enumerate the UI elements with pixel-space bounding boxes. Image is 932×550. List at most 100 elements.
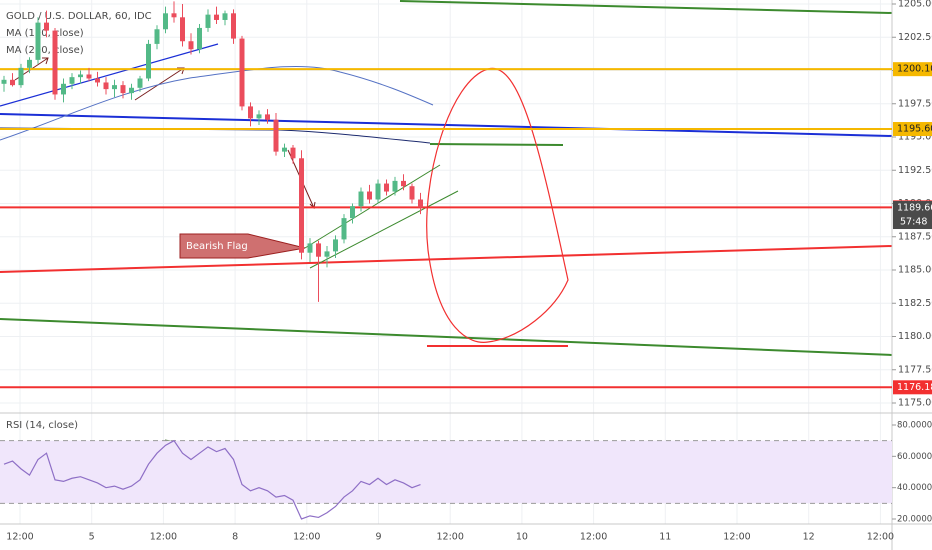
trend-line (0, 245, 893, 273)
candle-body (290, 147, 296, 159)
y-tick-label: 1182.50 (898, 298, 932, 309)
y-tick-label: 1205.00 (898, 0, 932, 10)
y-tick-label: 1185.00 (898, 265, 932, 276)
trend-line (0, 43, 219, 107)
rsi-tick-label: 60.0000 (897, 452, 932, 462)
candle-body (333, 239, 338, 252)
rsi-tick-label: 80.0000 (897, 421, 932, 431)
candle-body (112, 85, 117, 90)
candle-body (307, 243, 313, 253)
x-tick-label: 12:00 (293, 532, 320, 543)
candle-body (95, 78, 100, 83)
candle-body (256, 114, 262, 119)
candle-body (1, 79, 7, 84)
x-tick-label: 12:00 (723, 532, 750, 543)
annotation: Bearish Flag (186, 241, 248, 252)
x-tick-label: 8 (232, 532, 238, 543)
rsi-label: RSI (14, close) (6, 420, 78, 431)
x-tick-label: 12 (803, 532, 815, 543)
y-tick-label: 1180.00 (898, 331, 932, 342)
rsi-band (0, 440, 892, 504)
callout (179, 233, 306, 259)
ellipse-drawing (426, 67, 569, 343)
candle-body (61, 83, 66, 95)
candle-body (418, 199, 423, 208)
x-tick-label: 12:00 (867, 532, 894, 543)
trend-line (429, 143, 564, 146)
candle-body (18, 67, 24, 86)
candle-body (78, 74, 83, 78)
y-tick-label: 1202.50 (898, 32, 932, 43)
price-tag-label: 1200.10 (897, 64, 932, 75)
price-tag-label: 1195.60 (897, 124, 932, 135)
grid (0, 0, 892, 524)
trend-line (0, 113, 893, 137)
price-tag-label: 1176.18 (897, 382, 932, 393)
candle-body (171, 13, 177, 18)
price-tag (893, 380, 932, 395)
x-tick-label: 12:00 (6, 532, 33, 543)
candle-body (299, 158, 304, 253)
candle-body (27, 59, 32, 68)
countdown: 57:48 (900, 217, 927, 228)
candle-body (401, 180, 406, 187)
candle-body (239, 38, 245, 107)
drawings (0, 0, 893, 499)
candle-body (52, 30, 58, 95)
candle-body (180, 17, 185, 42)
price-tag (893, 122, 932, 137)
indicator-label: MA (100, close) (6, 28, 84, 39)
x-tick-label: 11 (659, 532, 671, 543)
candle-body (282, 147, 287, 152)
y-tick-label: 1177.50 (898, 364, 932, 375)
candle-body (35, 22, 41, 60)
candle-body (69, 77, 75, 84)
candle-body (197, 27, 202, 50)
candle-body (205, 14, 211, 28)
rsi-line (3, 439, 421, 520)
candle-body (316, 243, 321, 257)
last-price-label: 1189.66 (897, 203, 932, 214)
candle-body (129, 87, 134, 94)
rsi-tick-label: 40.0000 (897, 483, 932, 493)
y-tick-label: 1175.00 (898, 398, 932, 409)
candle-body (188, 41, 194, 50)
candle-body (409, 186, 415, 200)
candle-body (137, 78, 143, 88)
y-tick-label: 1197.50 (898, 98, 932, 109)
price-tag (893, 62, 932, 77)
candle-body (273, 119, 279, 152)
candle-body (214, 14, 219, 20)
candle-body (231, 13, 236, 39)
indicator-label: MA (200, close) (6, 45, 84, 56)
candle-body (120, 85, 126, 94)
candle-body (324, 251, 330, 257)
x-tick-label: 12:00 (437, 532, 464, 543)
candle-body (367, 191, 372, 200)
chart-title: GOLD / U.S. DOLLAR, 60, IDC (6, 11, 152, 22)
x-tick-label: 9 (375, 532, 381, 543)
candle-body (146, 43, 151, 79)
trend-line (0, 318, 893, 356)
candle-body (384, 183, 389, 192)
candle-body (341, 218, 347, 240)
candle-body (86, 74, 92, 79)
candle-body (222, 13, 228, 20)
x-tick-label: 12:00 (150, 532, 177, 543)
y-tick-label: 1195.00 (898, 132, 932, 143)
candle-body (154, 29, 160, 44)
x-tick-label: 12:00 (580, 532, 607, 543)
y-tick-label: 1192.50 (898, 165, 932, 176)
candle-body (375, 183, 381, 200)
candle-body (350, 206, 355, 219)
x-tick-label: 10 (516, 532, 528, 543)
candle-body (248, 106, 253, 119)
candle-body (103, 82, 109, 90)
candle-body (10, 79, 15, 86)
rsi-tick-label: 20.0000 (897, 515, 932, 525)
trend-line (399, 0, 893, 14)
candle-body (44, 22, 49, 31)
y-tick-label: 1187.50 (898, 231, 932, 242)
channel-line (309, 190, 459, 269)
